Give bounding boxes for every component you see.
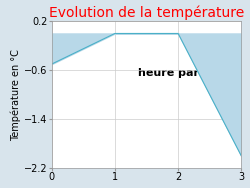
Title: Evolution de la température: Evolution de la température [49, 6, 244, 20]
X-axis label: heure par heure: heure par heure [138, 68, 239, 78]
Y-axis label: Température en °C: Température en °C [10, 49, 21, 141]
